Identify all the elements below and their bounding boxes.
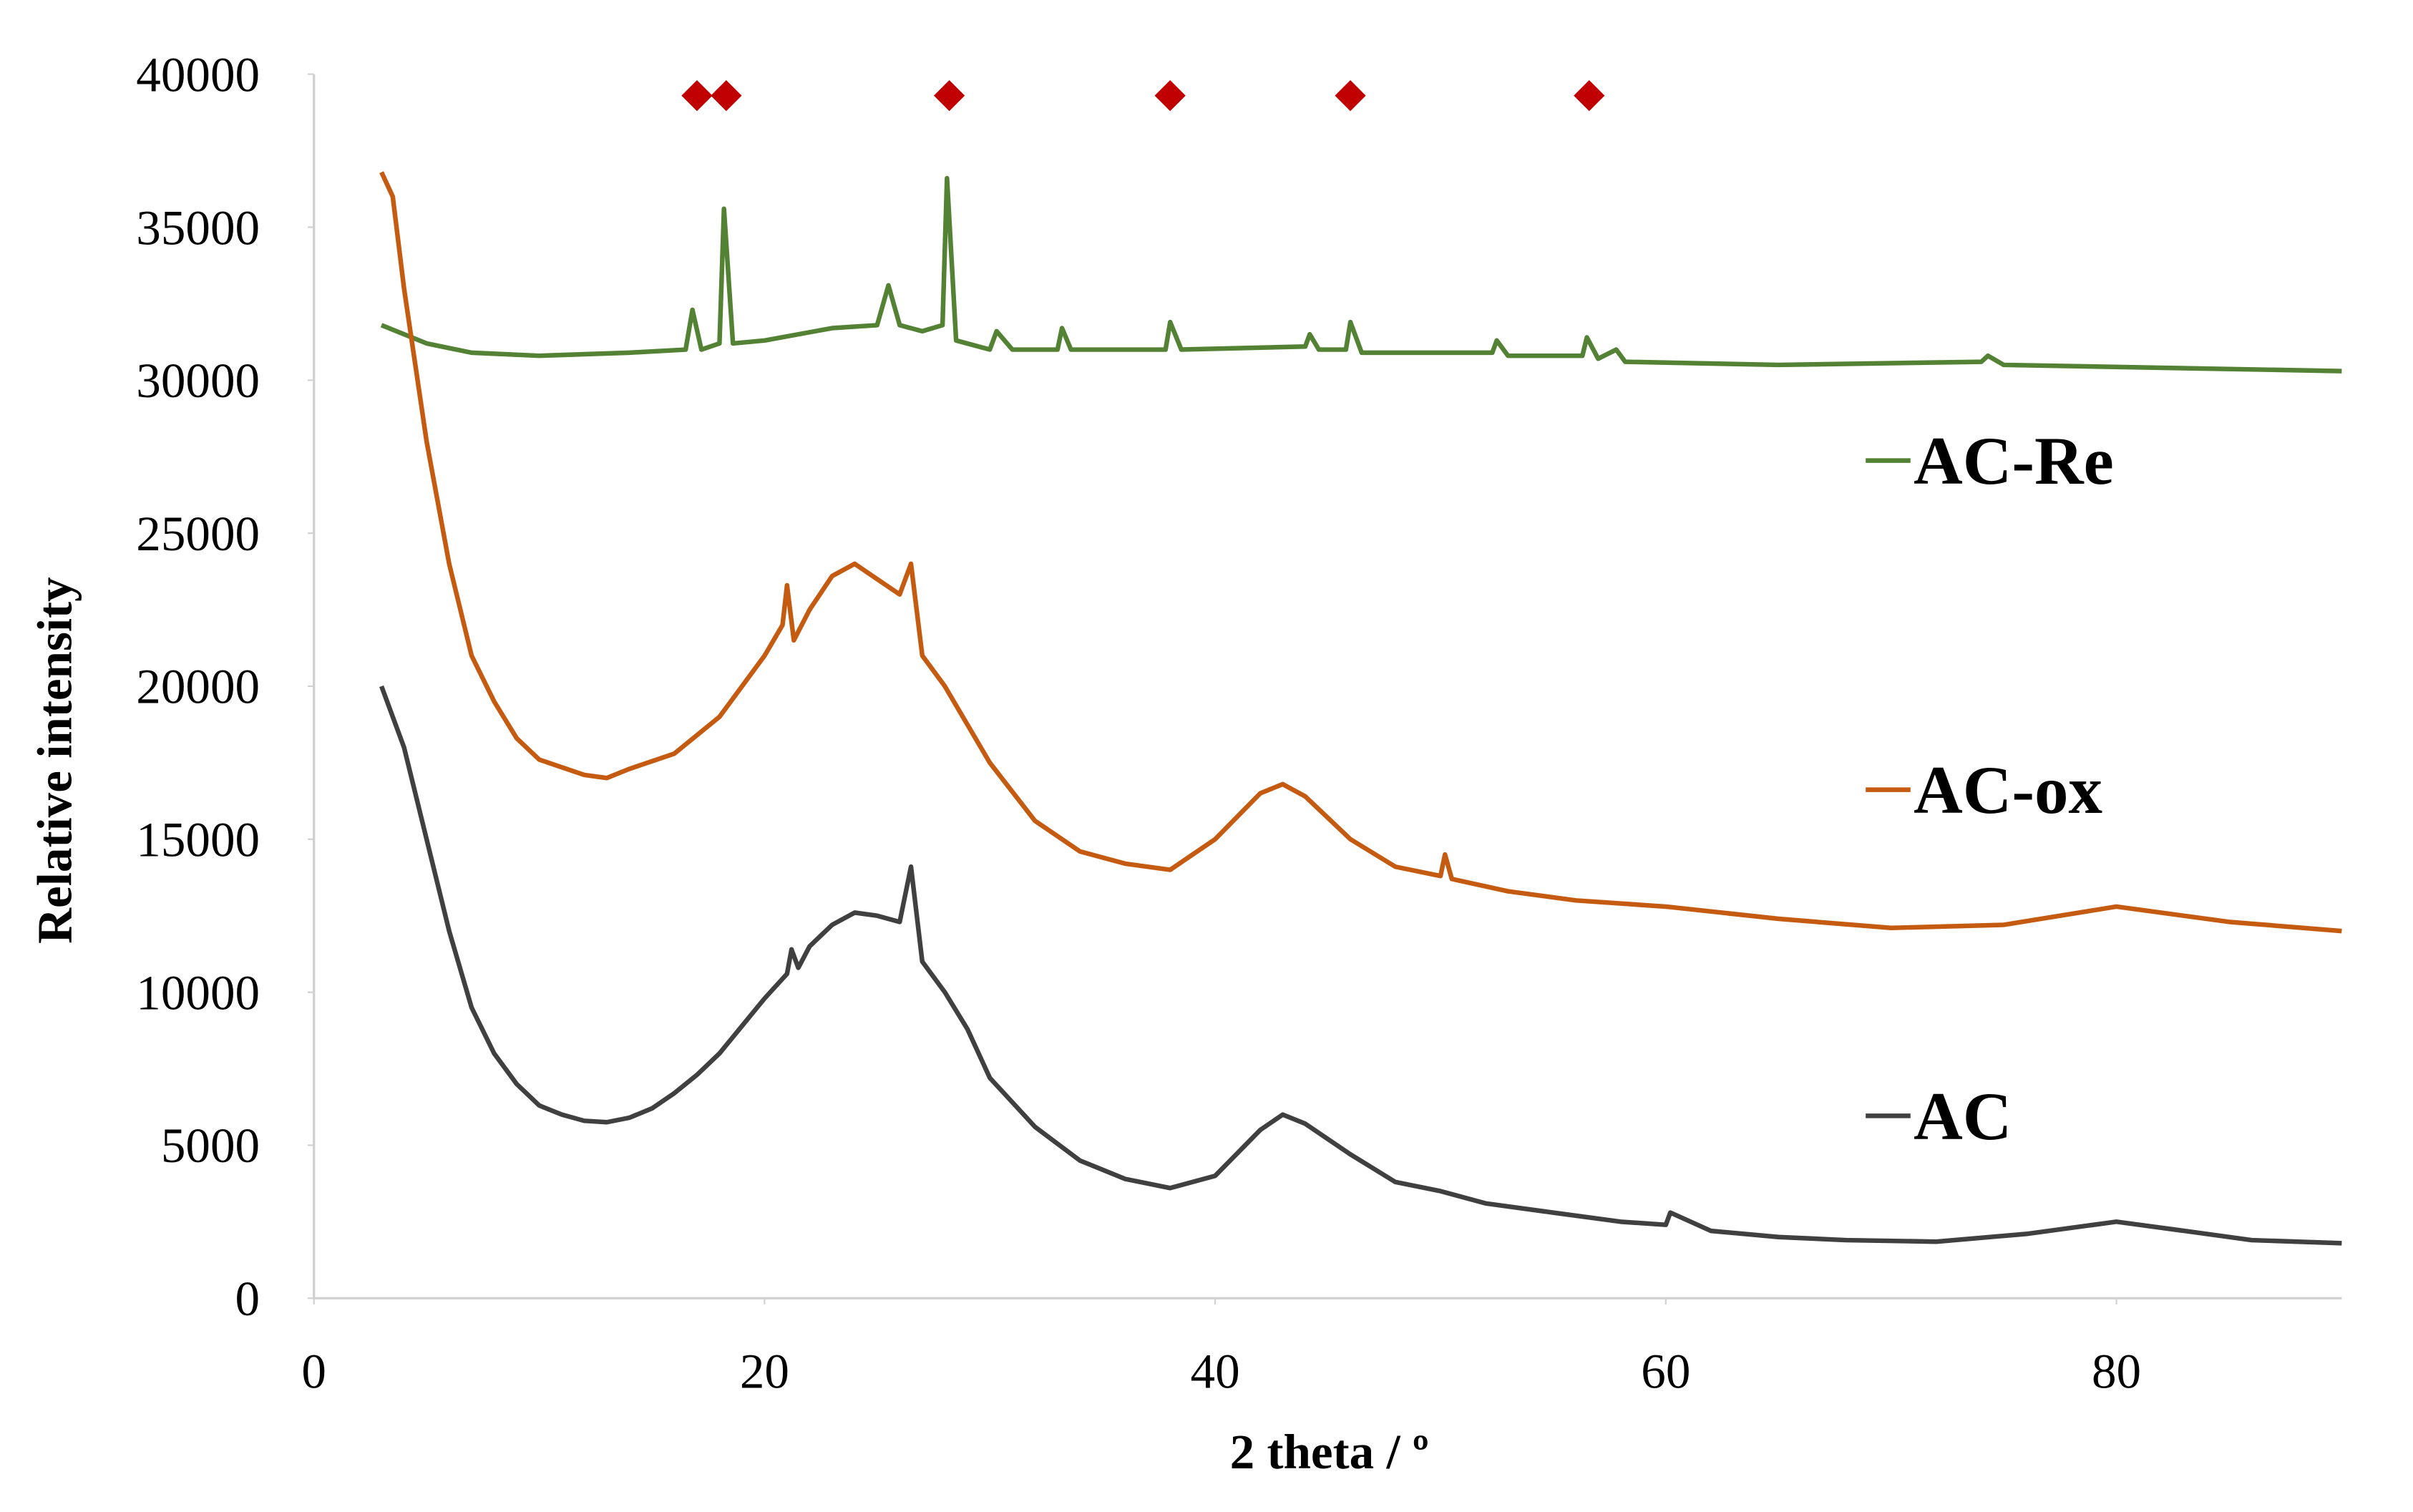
y-axis-label: Relative intensity [27, 577, 82, 943]
y-tick-label: 40000 [136, 47, 260, 102]
x-tick-label: 60 [1641, 1344, 1690, 1399]
marker [681, 80, 713, 112]
y-tick-label: 35000 [136, 200, 260, 255]
y-tick-label: 5000 [161, 1118, 260, 1173]
y-tick-label: 10000 [136, 965, 260, 1020]
x-tick-label: 20 [740, 1344, 789, 1399]
y-tick-label: 25000 [136, 506, 260, 561]
marker [1335, 80, 1366, 112]
legend-label: AC-Re [1914, 423, 2114, 499]
line [379, 171, 2342, 934]
x-tick-label: 0 [301, 1344, 326, 1399]
y-tick-label: 15000 [136, 812, 260, 867]
legend-label: AC [1914, 1078, 2012, 1154]
marker [1154, 80, 1186, 112]
line [380, 175, 2342, 374]
marker [711, 80, 742, 112]
x-tick-label: 40 [1191, 1344, 1240, 1399]
x-axis-label: 2 theta / º [1230, 1424, 1429, 1479]
legend-label: AC-ox [1914, 752, 2102, 828]
x-tick-label: 80 [2092, 1344, 2141, 1399]
y-tick-label: 20000 [136, 659, 260, 714]
marker [933, 80, 965, 112]
line [379, 685, 2342, 1246]
y-tick-label: 0 [235, 1271, 260, 1326]
marker [1574, 80, 1605, 112]
y-tick-label: 30000 [136, 353, 260, 408]
